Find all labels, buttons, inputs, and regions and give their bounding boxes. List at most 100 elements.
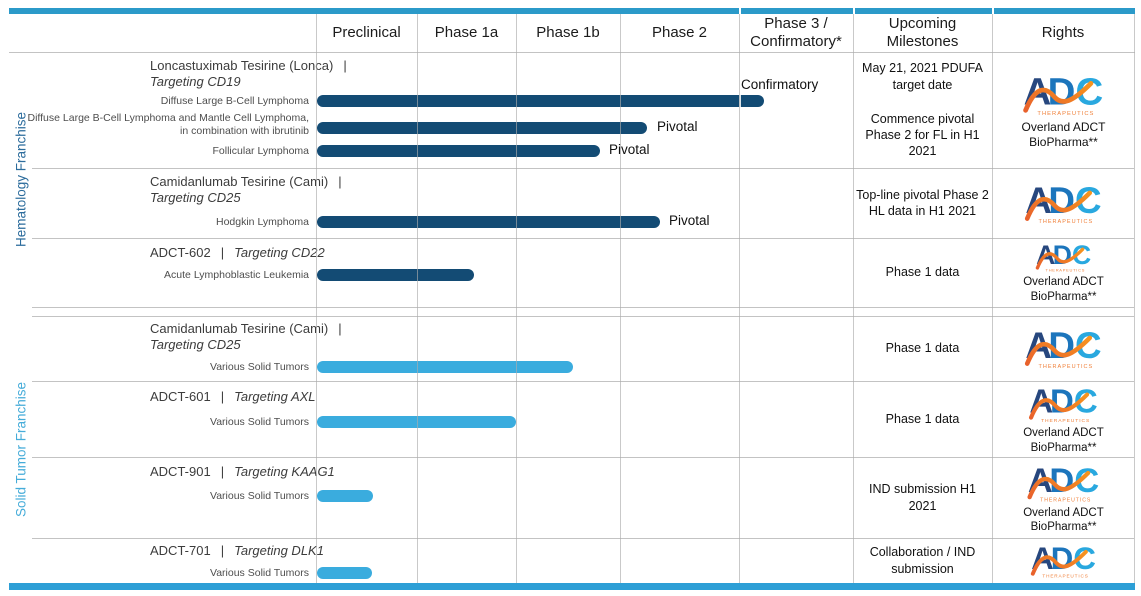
adc-therapeutics-logo: A D C THERAPEUTICS <box>1022 71 1103 117</box>
gridline <box>417 14 418 583</box>
indication-label: Follicular Lymphoma <box>212 145 309 157</box>
top-border-rule <box>9 8 1135 14</box>
milestones-cell: IND submission H1 2021 <box>869 482 976 513</box>
indication-label: Acute Lymphoblastic Leukemia <box>164 269 309 281</box>
adc-therapeutics-logo: A D C THERAPEUTICS <box>1035 240 1091 272</box>
program-target: Targeting CD22 <box>234 245 325 260</box>
program-name: ADCT-701 <box>150 543 211 558</box>
rights-cell: A D C THERAPEUTICS Overland ADCT BioPhar… <box>993 383 1134 455</box>
progress-bar <box>317 567 372 579</box>
pipe-separator: | <box>220 543 225 558</box>
gridline <box>1134 14 1135 583</box>
stage-annotation: Pivotal <box>669 213 710 228</box>
gridline <box>516 14 517 583</box>
indication-label: Various Solid Tumors <box>209 490 309 502</box>
gridline <box>620 14 621 583</box>
stage-annotation: Pivotal <box>609 142 650 157</box>
indication-label: Various Solid Tumors <box>209 361 309 373</box>
header-underline <box>9 52 1135 53</box>
rights-cell: A D C THERAPEUTICS Overland ADCT BioPhar… <box>993 54 1134 166</box>
progress-bar <box>317 145 600 157</box>
milestones-cell: Top-line pivotal Phase 2 HL data in H1 2… <box>856 187 989 218</box>
progress-bar <box>317 490 373 502</box>
franchise-label-solid-tumor: Solid Tumor Franchise <box>13 381 29 518</box>
partner-label: Overland ADCT BioPharma** <box>1023 427 1104 454</box>
indication-label: Hodgkin Lymphoma <box>216 216 309 228</box>
pipe-separator: | <box>220 464 225 479</box>
svg-text:C: C <box>1071 240 1090 270</box>
bar-gridline-notch <box>739 95 741 107</box>
svg-text:C: C <box>1073 541 1096 576</box>
svg-text:C: C <box>1073 383 1097 420</box>
program-title: ADCT-901 | Targeting KAAG1 <box>150 464 335 480</box>
pipe-separator: | <box>220 245 225 260</box>
gridline <box>853 14 854 583</box>
adc-therapeutics-logo: A D C THERAPEUTICS <box>1026 462 1099 503</box>
rule-notch <box>992 8 994 14</box>
column-header-phase-2: Phase 2 <box>651 24 708 41</box>
indication-label: Various Solid Tumors <box>209 567 309 579</box>
row-separator <box>32 168 1134 169</box>
program-name: Loncastuximab Tesirine (Lonca) <box>150 58 334 73</box>
stage-annotation: Confirmatory <box>741 77 819 92</box>
svg-text:THERAPEUTICS: THERAPEUTICS <box>1042 574 1088 579</box>
rights-cell: A D C THERAPEUTICS Overland ADCT BioPhar… <box>993 240 1134 304</box>
logo-swoosh <box>1026 470 1090 499</box>
row-separator <box>32 381 1134 382</box>
rule-notch <box>739 8 741 14</box>
column-header-preclinical: Preclinical <box>332 24 401 41</box>
column-header-phase-1a: Phase 1a <box>434 24 499 41</box>
program-title: ADCT-602 | Targeting CD22 <box>150 245 325 261</box>
program-title: ADCT-701 | Targeting DLK1 <box>150 543 324 559</box>
logo-swoosh <box>1024 190 1092 221</box>
partner-label: Overland ADCT BioPharma** <box>1023 506 1104 533</box>
program-name: ADCT-901 <box>150 464 211 479</box>
svg-text:THERAPEUTICS: THERAPEUTICS <box>1038 219 1093 225</box>
svg-text:THERAPEUTICS: THERAPEUTICS <box>1045 267 1085 272</box>
progress-bar <box>317 95 764 107</box>
bottom-border-rule <box>9 583 1135 590</box>
logo-swoosh <box>1022 81 1093 113</box>
column-header-phase-3-confirmatory: Phase 3 / Confirmatory* <box>750 15 842 50</box>
progress-bar <box>317 361 573 373</box>
svg-text:THERAPEUTICS: THERAPEUTICS <box>1040 497 1091 503</box>
program-title: ADCT-601 | Targeting AXL <box>150 389 316 405</box>
column-header-phase-1b: Phase 1b <box>536 24 600 41</box>
stage-annotation: Pivotal <box>657 119 698 134</box>
milestones-cell: Collaboration / IND submission <box>869 545 976 576</box>
logo-swoosh <box>1035 247 1084 270</box>
rule-notch <box>853 8 855 14</box>
row-separator <box>32 538 1134 539</box>
program-name: Camidanlumab Tesirine (Cami) <box>150 321 329 336</box>
program-title: Camidanlumab Tesirine (Cami) | Targeting … <box>150 321 342 353</box>
adc-therapeutics-logo: A D C THERAPEUTICS <box>1028 383 1097 424</box>
gridline <box>316 14 317 583</box>
milestones-cell: Phase 1 data <box>885 411 960 426</box>
column-header-upcoming-milestones: Upcoming Milestones <box>886 15 959 50</box>
program-name: ADCT-602 <box>150 245 211 260</box>
partner-label: Overland ADCT BioPharma** <box>1023 276 1104 303</box>
rights-cell: A D C THERAPEUTICS <box>993 317 1134 379</box>
progress-bar <box>317 122 647 134</box>
logo-swoosh <box>1024 335 1092 366</box>
pipe-separator: | <box>343 58 347 73</box>
milestones-cell: May 21, 2021 PDUFA target date Commence … <box>862 61 983 159</box>
program-name: Camidanlumab Tesirine (Cami) <box>150 174 329 189</box>
program-target: Targeting AXL <box>234 389 316 404</box>
rights-cell: A D C THERAPEUTICS <box>993 170 1134 236</box>
pipe-separator: | <box>338 174 342 189</box>
program-target: Targeting CD25 <box>150 337 241 352</box>
pipe-separator: | <box>220 389 225 404</box>
program-target: Targeting CD25 <box>150 190 241 205</box>
rights-cell: A D C THERAPEUTICS <box>993 539 1134 582</box>
program-target: Targeting DLK1 <box>234 543 324 558</box>
pipe-separator: | <box>338 321 342 336</box>
program-target: Targeting KAAG1 <box>234 464 335 479</box>
indication-label: Various Solid Tumors <box>209 416 309 428</box>
logo-swoosh <box>1028 392 1089 420</box>
svg-text:THERAPEUTICS: THERAPEUTICS <box>1037 111 1094 117</box>
gridline <box>992 14 993 583</box>
indication-label: Diffuse Large B-Cell Lymphoma and Mantle… <box>27 112 310 137</box>
program-title: Camidanlumab Tesirine (Cami) | Targeting … <box>150 174 342 206</box>
rights-cell: A D C THERAPEUTICS Overland ADCT BioPhar… <box>993 459 1134 536</box>
